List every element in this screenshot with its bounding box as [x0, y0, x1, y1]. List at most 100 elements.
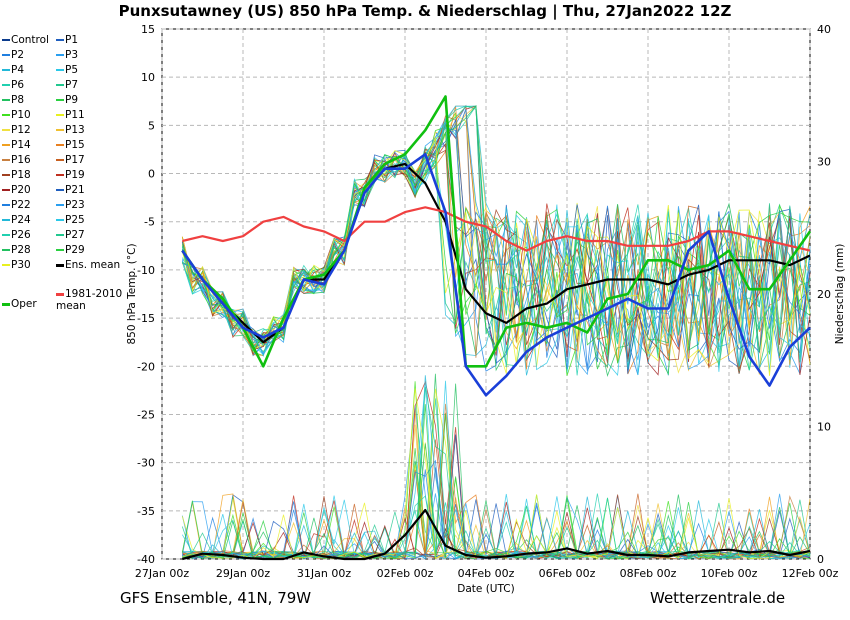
x-tick-label: 02Feb 00z [377, 567, 434, 580]
legend-item: P30 [2, 259, 31, 271]
legend-swatch [56, 234, 64, 236]
y-right-axis-label: Niederschlag (mm) [834, 244, 846, 345]
series-line [181, 153, 811, 397]
legend-label: P15 [65, 139, 85, 151]
y-right-tick-label: 40 [817, 23, 831, 36]
legend-label: P14 [11, 139, 31, 151]
legend-label: P3 [65, 49, 79, 61]
legend-label: P24 [11, 214, 31, 226]
model-label: GFS Ensemble, 41N, 79W [120, 589, 312, 607]
legend-label: P10 [11, 109, 31, 121]
legend-swatch [56, 249, 64, 251]
legend-item: 1981-2010 mean [56, 288, 122, 312]
legend-item: P14 [2, 139, 31, 151]
legend-label: P17 [65, 154, 85, 166]
legend-label: P30 [11, 259, 31, 271]
y-tick-label: 10 [141, 71, 155, 84]
x-tick-label: 31Jan 00z [297, 567, 351, 580]
legend-item: P17 [56, 154, 85, 166]
x-tick-label: 10Feb 00z [701, 567, 758, 580]
legend-item: P11 [56, 109, 85, 121]
y-tick-label: 0 [148, 168, 155, 181]
y-tick-label: -35 [137, 505, 155, 518]
y-tick-label: -40 [137, 553, 155, 566]
member-trace [181, 136, 811, 376]
legend-label: P27 [65, 229, 85, 241]
legend-item: P28 [2, 244, 31, 256]
legend-swatch [2, 84, 10, 86]
legend-label: P4 [11, 64, 25, 76]
y-tick-label: -25 [137, 408, 155, 421]
legend-item: P23 [56, 199, 85, 211]
legend-swatch [56, 69, 64, 71]
legend-label: P5 [65, 64, 79, 76]
legend-swatch [56, 219, 64, 221]
legend-label: P6 [11, 79, 25, 91]
legend-item: Ens. mean [56, 259, 120, 271]
legend-label: P23 [65, 199, 85, 211]
legend-item: P18 [2, 169, 31, 181]
legend-swatch [2, 69, 10, 71]
member-precip-trace [182, 459, 811, 560]
legend-item: P22 [2, 199, 31, 211]
legend-label: P1 [65, 34, 79, 46]
y-right-tick-label: 0 [817, 553, 824, 566]
y-right-tick-label: 10 [817, 421, 831, 434]
legend-swatch [2, 39, 10, 41]
legend-label: Control [11, 34, 49, 46]
series-line [182, 508, 811, 561]
legend-label: P25 [65, 214, 85, 226]
legend-swatch [56, 189, 64, 191]
legend-swatch [56, 114, 64, 116]
legend-item: P24 [2, 214, 31, 226]
legend-label: P12 [11, 124, 31, 136]
legend-item: P2 [2, 49, 24, 61]
legend-swatch [56, 99, 64, 101]
x-tick-label: 29Jan 00z [216, 567, 270, 580]
legend-label: P8 [11, 94, 25, 106]
legend-item: P26 [2, 229, 31, 241]
legend-swatch [56, 174, 64, 176]
legend-label: P22 [11, 199, 31, 211]
legend-swatch [2, 302, 10, 306]
legend-item: P13 [56, 124, 85, 136]
legend-item: P9 [56, 94, 78, 106]
legend-label: P20 [11, 184, 31, 196]
x-tick-label: 04Feb 00z [458, 567, 515, 580]
legend-label: P2 [11, 49, 25, 61]
legend-label: P13 [65, 124, 85, 136]
y-tick-label: -5 [144, 216, 155, 229]
legend-swatch [56, 263, 64, 267]
legend-label: P28 [11, 244, 31, 256]
legend-label: P16 [11, 154, 31, 166]
legend-label: P7 [65, 79, 79, 91]
legend-label: P19 [65, 169, 85, 181]
y-tick-label: -20 [137, 360, 155, 373]
legend-swatch [2, 219, 10, 221]
y-right-tick-label: 20 [817, 288, 831, 301]
legend-label: P29 [65, 244, 85, 256]
source-label: Wetterzentrale.de [650, 589, 786, 607]
x-tick-label: 08Feb 00z [620, 567, 677, 580]
x-tick-label: 06Feb 00z [539, 567, 596, 580]
legend-item: Oper [2, 298, 37, 310]
legend-swatch [2, 234, 10, 236]
legend-swatch [56, 39, 64, 41]
series-line [181, 95, 812, 368]
legend-swatch [56, 84, 64, 86]
legend-item: P15 [56, 139, 85, 151]
legend-label: P18 [11, 169, 31, 181]
legend-label: 1981-2010 mean [56, 288, 123, 312]
legend-item: P10 [2, 109, 31, 121]
legend-swatch [2, 54, 10, 56]
legend-swatch [2, 114, 10, 116]
legend-item: P6 [2, 79, 24, 91]
legend-swatch [56, 204, 64, 206]
legend-item: P20 [2, 184, 31, 196]
legend-item: P19 [56, 169, 85, 181]
legend-item: P25 [56, 214, 85, 226]
legend-swatch [56, 159, 64, 161]
y-tick-label: 5 [148, 119, 155, 132]
legend-swatch [2, 144, 10, 146]
legend-label: P11 [65, 109, 85, 121]
